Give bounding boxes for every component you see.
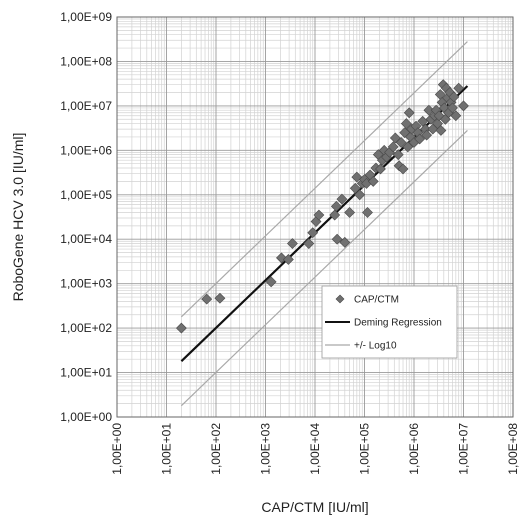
data-point	[433, 110, 445, 122]
y-tick-label: 1,00E+03	[60, 277, 112, 291]
data-point	[392, 149, 404, 161]
data-point	[330, 200, 342, 212]
data-point	[397, 163, 409, 175]
data-point	[354, 189, 366, 201]
data-point	[265, 276, 277, 288]
data-point	[336, 193, 348, 205]
y-axis-title: RoboGene HCV 3.0 [IU/ml]	[10, 133, 26, 302]
y-tick-label: 1,00E+09	[60, 10, 112, 24]
data-point	[402, 141, 414, 153]
data-point	[447, 102, 458, 114]
scatter-points	[175, 79, 469, 334]
data-point	[448, 91, 460, 103]
x-tick-label: 1,00E+06	[407, 423, 421, 475]
data-point	[282, 254, 294, 265]
data-point	[303, 238, 315, 249]
data-point	[375, 163, 386, 175]
x-tick-label: 1,00E+04	[308, 423, 322, 475]
data-point	[414, 133, 426, 145]
data-point	[313, 209, 325, 221]
upper-log10-bound-line	[180, 41, 468, 318]
x-tick-label: 1,00E+07	[457, 423, 471, 475]
data-point	[387, 141, 399, 153]
x-tick-label: 1,00E+01	[160, 423, 174, 475]
data-point	[344, 207, 356, 218]
y-tick-label: 1,00E+00	[60, 410, 112, 424]
legend-marker-cap-ctm	[335, 294, 345, 304]
lower-log10-bound-line	[180, 130, 468, 407]
data-point	[367, 175, 379, 187]
plot-frame	[116, 16, 514, 418]
data-point	[331, 233, 343, 245]
data-point	[349, 182, 361, 194]
legend-label-cap-ctm: CAP/CTM	[354, 295, 399, 306]
data-point	[395, 137, 407, 148]
y-tick-label: 1,00E+06	[60, 143, 112, 157]
data-point	[453, 82, 465, 94]
data-point	[362, 207, 373, 218]
data-point	[287, 238, 298, 249]
data-point	[329, 209, 341, 221]
x-tick-label: 1,00E+05	[358, 423, 372, 475]
y-tick-label: 1,00E+02	[60, 321, 112, 335]
legend: CAP/CTM Deming Regression +/- Log10	[321, 285, 458, 359]
data-point	[307, 227, 319, 239]
data-point	[175, 322, 187, 334]
data-point	[339, 236, 351, 248]
data-point	[450, 110, 462, 122]
data-point	[201, 293, 213, 305]
data-point	[403, 107, 415, 119]
y-tick-label: 1,00E+04	[60, 232, 112, 246]
data-point	[351, 171, 363, 183]
x-tick-label: 1,00E+03	[259, 423, 273, 475]
y-tick-label: 1,00E+07	[60, 99, 112, 113]
data-point	[214, 292, 226, 304]
legend-label-deming-regression: Deming Regression	[354, 318, 442, 329]
x-axis-title: CAP/CTM [IU/ml]	[261, 499, 368, 515]
x-tick-label: 1,00E+00	[110, 423, 124, 475]
x-tick-label: 1,00E+02	[209, 423, 223, 475]
data-point	[423, 104, 435, 116]
y-tick-label: 1,00E+08	[60, 54, 112, 68]
data-point	[400, 118, 412, 129]
data-point	[421, 129, 433, 141]
log10-bound-lines	[180, 41, 468, 407]
legend-label-log10-bounds: +/- Log10	[354, 341, 397, 352]
y-tick-labels: 1,00E+00 1,00E+01 1,00E+02 1,00E+03 1,00E+04…	[60, 10, 112, 424]
data-point	[458, 100, 469, 112]
y-tick-label: 1,00E+01	[60, 366, 112, 380]
x-tick-label: 1,00E+08	[506, 423, 520, 475]
y-tick-label: 1,00E+05	[60, 188, 112, 202]
x-tick-labels: 1,00E+00 1,00E+01 1,00E+02 1,00E+03 1,00E+04…	[110, 423, 520, 475]
data-point	[435, 125, 447, 136]
